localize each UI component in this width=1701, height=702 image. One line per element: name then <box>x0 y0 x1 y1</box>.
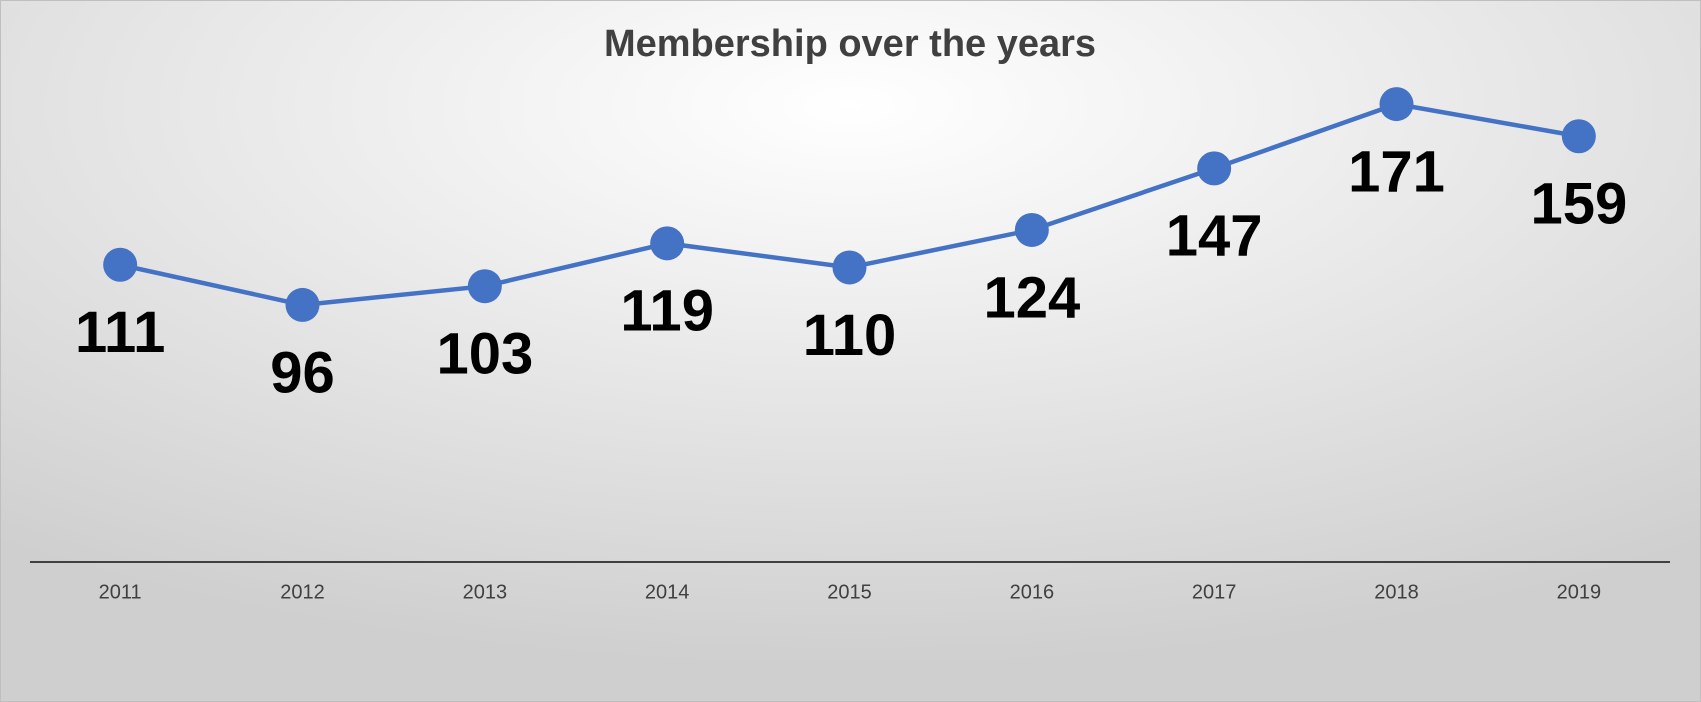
data-point <box>1561 119 1596 154</box>
data-label: 147 <box>1166 204 1263 269</box>
chart-title: Membership over the years <box>604 23 1096 65</box>
data-point <box>650 226 685 261</box>
data-label: 110 <box>803 303 897 368</box>
data-point <box>285 287 320 322</box>
x-tick-label: 2017 <box>1192 581 1237 603</box>
data-point <box>1379 87 1414 122</box>
data-label: 119 <box>620 279 714 344</box>
x-tick-label: 2012 <box>280 581 325 603</box>
x-tick-label: 2018 <box>1374 581 1419 603</box>
data-label: 96 <box>270 340 335 405</box>
data-label: 111 <box>75 300 165 365</box>
data-label: 124 <box>983 265 1080 330</box>
data-label: 171 <box>1348 139 1445 204</box>
x-tick-label: 2016 <box>1010 581 1055 603</box>
data-label: 103 <box>436 322 533 387</box>
data-point <box>832 250 867 285</box>
data-label: 159 <box>1530 172 1627 237</box>
x-tick-label: 2015 <box>827 581 872 603</box>
x-tick-label: 2013 <box>463 581 508 603</box>
data-point <box>1197 151 1232 186</box>
data-point <box>103 247 138 282</box>
data-point <box>467 269 502 304</box>
x-tick-label: 2014 <box>645 581 690 603</box>
x-tick-label: 2011 <box>99 581 142 603</box>
data-point <box>1014 212 1049 247</box>
x-tick-label: 2019 <box>1557 581 1602 603</box>
